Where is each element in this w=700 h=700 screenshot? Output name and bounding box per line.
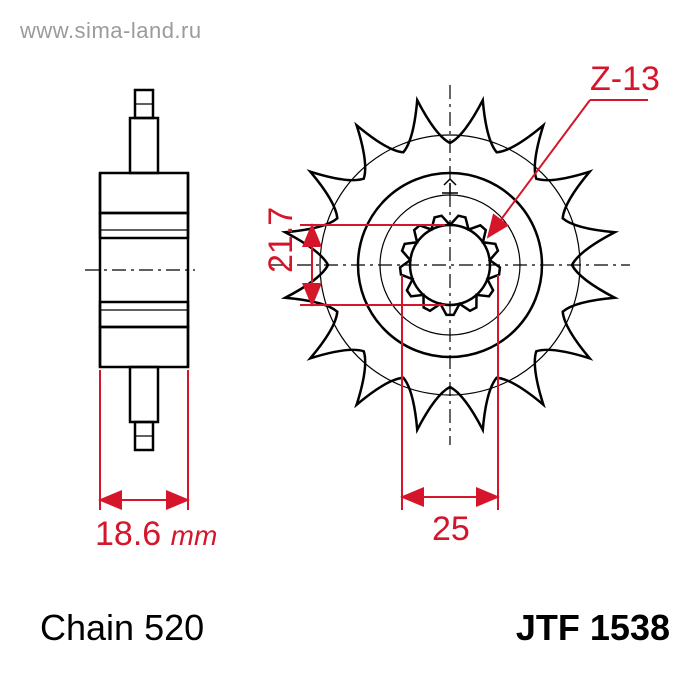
part-number-label: JTF 1538: [516, 607, 670, 648]
bore-diameter-label: 21.7: [262, 207, 300, 273]
svg-text:18.6 mm: 18.6 mm: [95, 515, 217, 553]
spline-count-label: Z-13: [590, 60, 660, 98]
front-face-view: Z-13 21.7 25: [262, 60, 660, 548]
technical-drawing: 18.6 mm Z-13 21.7: [0, 0, 700, 700]
hub-diameter-label: 25: [432, 510, 470, 548]
side-section-view: 18.6 mm: [85, 90, 217, 553]
width-value: 18.6: [95, 515, 161, 553]
chain-label: Chain 520: [40, 607, 204, 648]
watermark-text: www.sima-land.ru: [20, 18, 202, 44]
width-unit: mm: [171, 520, 218, 551]
